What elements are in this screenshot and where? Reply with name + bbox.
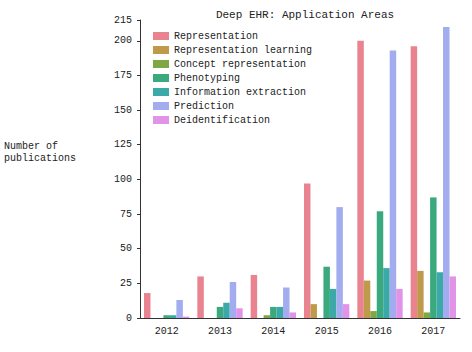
svg-text:150: 150 [114,105,132,116]
svg-text:Phenotyping: Phenotyping [174,73,240,84]
svg-text:125: 125 [114,139,132,150]
svg-text:Deep EHR: Application Areas: Deep EHR: Application Areas [216,9,394,21]
svg-text:2012: 2012 [155,326,179,337]
svg-text:2015: 2015 [315,326,339,337]
svg-text:Representation: Representation [174,31,258,42]
svg-text:Representation learning: Representation learning [174,45,312,56]
svg-text:2013: 2013 [208,326,232,337]
svg-text:2016: 2016 [368,326,392,337]
svg-text:Information extraction: Information extraction [174,87,306,98]
svg-text:Deidentification: Deidentification [174,115,270,126]
svg-text:0: 0 [126,313,132,324]
svg-text:Concept representation: Concept representation [174,59,306,70]
svg-text:175: 175 [114,70,132,81]
svg-text:75: 75 [120,209,132,220]
svg-text:25: 25 [120,278,132,289]
svg-text:publications: publications [4,153,76,164]
svg-text:Number of: Number of [4,141,58,152]
svg-text:2014: 2014 [261,326,285,337]
svg-text:2017: 2017 [421,326,445,337]
svg-text:100: 100 [114,174,132,185]
svg-text:200: 200 [114,35,132,46]
svg-text:215: 215 [114,15,132,26]
svg-text:Prediction: Prediction [174,101,234,112]
svg-text:50: 50 [120,243,132,254]
